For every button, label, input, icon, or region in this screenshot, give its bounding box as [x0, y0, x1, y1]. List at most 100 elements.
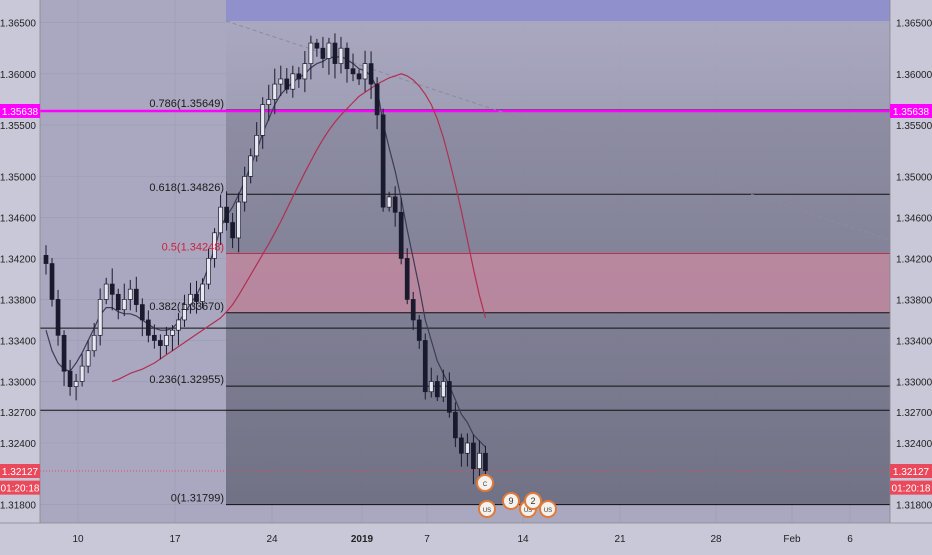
fib-label: 0.5(1.34248) — [162, 242, 224, 254]
highlight-zone — [226, 253, 890, 313]
x-tick-label: 6 — [847, 534, 853, 545]
y-tick-label-left: 1.36000 — [0, 70, 36, 81]
y-tick-label-right: 1.32700 — [896, 408, 932, 419]
candle-body — [314, 42, 320, 49]
candle-body — [91, 334, 97, 352]
y-tick-label-left: 1.34600 — [0, 213, 36, 224]
event-badge — [476, 474, 494, 492]
candle-body — [362, 63, 368, 80]
fib-label: 0.786(1.35649) — [149, 98, 224, 110]
candle-body — [176, 319, 181, 331]
x-tick-label: 17 — [169, 534, 181, 545]
candle-body — [422, 340, 428, 393]
price-tag-label-left: 1.35638 — [2, 107, 39, 118]
y-tick-label-left: 1.35500 — [0, 121, 36, 132]
candle-body — [440, 381, 446, 398]
price-tag-right — [890, 103, 932, 118]
candle-body — [224, 206, 229, 223]
y-tick-label-right: 1.34600 — [896, 213, 932, 224]
candle-body — [145, 319, 151, 336]
y-tick-label-left: 1.33400 — [0, 336, 36, 347]
candle-body — [55, 299, 61, 336]
y-tick-label-right: 1.33800 — [896, 295, 932, 306]
candle-body — [338, 47, 344, 64]
event-badge — [539, 500, 557, 518]
x-tick-label: Feb — [783, 534, 801, 545]
candle-body — [188, 293, 193, 305]
price-tag-label-right: 1.32127 — [893, 467, 930, 478]
event-badge — [502, 492, 520, 510]
candle-body — [218, 206, 223, 234]
price-tag-right — [890, 480, 932, 495]
candle-body — [410, 299, 416, 321]
event-badge-label: C — [483, 482, 488, 488]
candle-body — [266, 99, 272, 105]
y-tick-label-right: 1.34200 — [896, 254, 932, 265]
candle-body — [212, 232, 217, 259]
price-tag-left — [0, 480, 40, 495]
candle-body — [182, 304, 187, 321]
candle-body — [344, 47, 350, 70]
candle-body — [79, 365, 85, 382]
candle-body — [206, 258, 211, 285]
candle-body — [356, 73, 362, 80]
y-tick-label-left: 1.32700 — [0, 408, 36, 419]
price-tag-left — [0, 464, 40, 479]
bottom-axis-panel — [0, 523, 932, 550]
top-box — [226, 0, 890, 21]
left-axis-panel — [0, 0, 40, 550]
event-badge-label: US — [544, 508, 552, 514]
fib-label: 0.618(1.34826) — [149, 182, 224, 194]
y-tick-label-right: 1.32400 — [896, 439, 932, 450]
y-tick-label-right: 1.35000 — [896, 172, 932, 183]
candle-body — [398, 211, 404, 259]
y-tick-label-left: 1.32400 — [0, 439, 36, 450]
y-tick-label-left: 1.31800 — [0, 501, 36, 512]
moving-average-fast — [45, 55, 486, 448]
fib-label: 0.236(1.32955) — [149, 374, 224, 386]
y-tick-label-right: 1.35500 — [896, 121, 932, 132]
candle-body — [459, 437, 464, 454]
candle-body — [428, 381, 434, 393]
candle-body — [85, 350, 91, 367]
candle-body — [43, 254, 49, 264]
y-tick-label-left: 1.35000 — [0, 172, 36, 183]
event-badge-label: US — [524, 508, 532, 514]
candle-body — [374, 83, 380, 116]
candle-body — [109, 283, 115, 295]
price-tag-label-left: 01:20:18 — [1, 484, 40, 495]
candle-body — [296, 73, 302, 80]
price-tag-label-right: 1.35638 — [893, 107, 930, 118]
price-tag-left — [0, 103, 40, 118]
price-tag-label-right: 01:20:18 — [892, 484, 931, 495]
candle-body — [236, 201, 241, 239]
candle-body — [61, 334, 67, 372]
x-tick-label: 14 — [517, 534, 529, 545]
candle-body — [97, 299, 103, 336]
price-tag-right — [890, 464, 932, 479]
x-tick-label: 24 — [266, 534, 278, 545]
candle-body — [483, 452, 488, 472]
candle-body — [248, 155, 254, 177]
y-tick-label-right: 1.36000 — [896, 70, 932, 81]
candle-body — [260, 104, 266, 136]
candle-body — [302, 63, 308, 80]
candle-body — [453, 411, 458, 439]
candle-body — [380, 114, 386, 208]
candle-body — [308, 42, 314, 64]
candle-body — [404, 258, 410, 300]
candle-body — [73, 381, 79, 387]
event-badge — [524, 492, 542, 510]
event-badge — [478, 500, 496, 518]
candle-body — [170, 329, 175, 336]
candle-body — [230, 222, 235, 239]
fib-label: 0.382(1.33670) — [149, 301, 224, 313]
y-tick-label-left: 1.36500 — [0, 19, 36, 30]
candle-body — [139, 304, 145, 321]
candle-body — [320, 47, 326, 59]
event-badge-label: 9 — [508, 496, 513, 506]
event-badge-label: US — [483, 508, 491, 514]
candle-body — [386, 196, 392, 208]
